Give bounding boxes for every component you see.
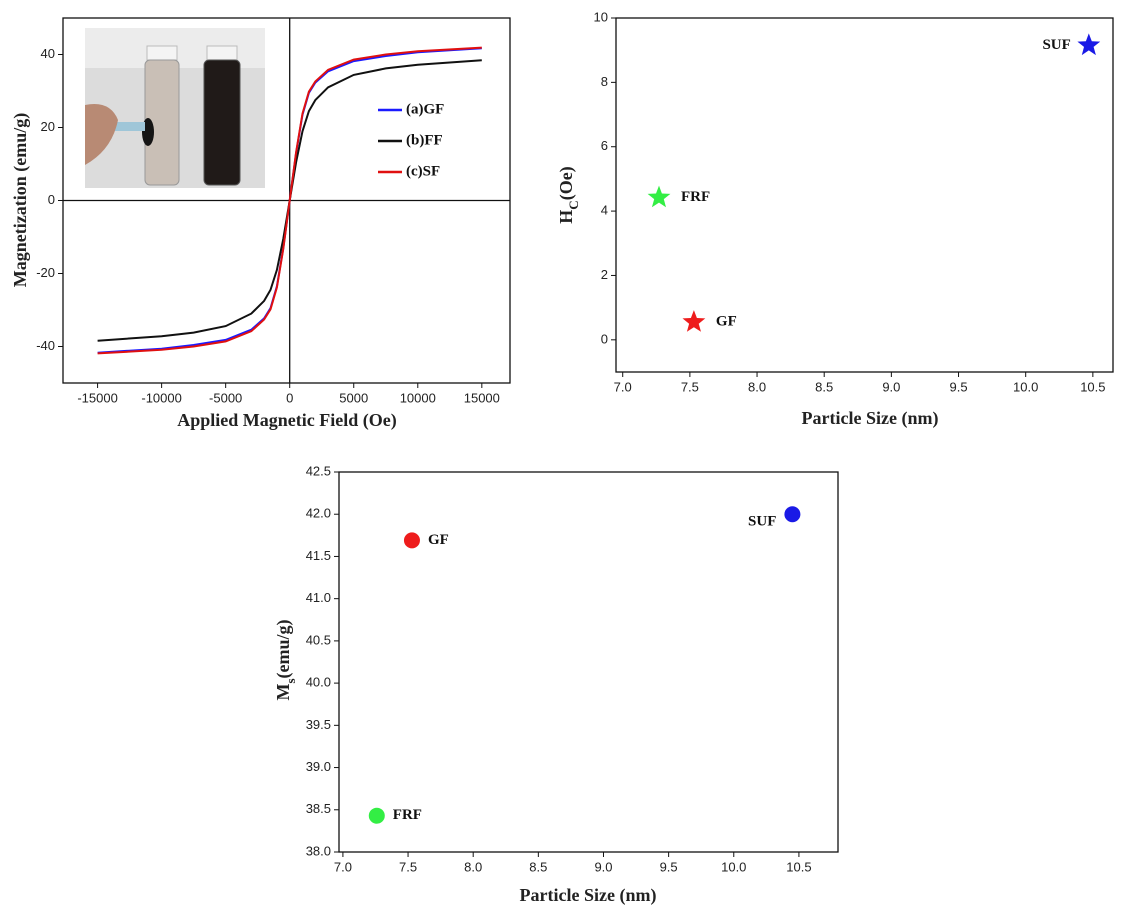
x-tick-label: 9.5: [660, 859, 678, 874]
chart: -15000 -10000 -5000 0 5000 10000 15000 -40 -20 0 2…: [10, 17, 511, 431]
point-label: FRF: [393, 807, 422, 823]
y-axis-label-part: s: [283, 678, 298, 683]
x-tick-label: 8.0: [464, 859, 482, 874]
y-tick-label: -20: [36, 265, 55, 280]
y-axis-label-part: H: [556, 210, 576, 224]
x-tick-label: 15000: [464, 390, 500, 405]
y-tick-label: 8: [601, 74, 608, 89]
x-axis-label: Particle Size (nm): [520, 885, 657, 906]
y-tick-label: 39.5: [306, 717, 331, 732]
y-tick-label: 2: [601, 267, 608, 282]
y-tick-label: 0: [601, 331, 608, 346]
y-tick-label: 40.0: [306, 675, 331, 690]
y-axis-label: HC(Oe): [556, 166, 581, 223]
vial-cap: [206, 45, 238, 61]
point: [682, 310, 706, 332]
x-tick-label: 10000: [400, 390, 436, 405]
x-tick-label: 5000: [339, 390, 368, 405]
chart: 7.0 7.5 8.0 8.5 9.0 9.5 10.0 10.5 0 2 4 6 8 10 Particl…: [556, 9, 1114, 429]
point: [368, 807, 385, 824]
y-tick-label: 10: [594, 9, 608, 24]
x-tick-label: 7.5: [399, 859, 417, 874]
vial-dark: [203, 59, 241, 186]
magnet: [100, 122, 145, 131]
point: [784, 506, 801, 523]
x-tick-label: -10000: [141, 390, 181, 405]
x-tick-label: -5000: [209, 390, 242, 405]
inset-photo: [85, 28, 265, 188]
legend-label: (b)FF: [406, 132, 443, 148]
point: [1077, 33, 1101, 56]
point-label: FRF: [681, 189, 710, 205]
y-axis-label-part: (Oe): [556, 166, 577, 200]
y-tick-label: 40: [41, 46, 55, 61]
x-tick-label: -15000: [77, 390, 117, 405]
y-tick-label: 41.5: [306, 548, 331, 563]
x-tick-label: 7.5: [681, 379, 699, 394]
y-tick-label: 4: [601, 203, 608, 218]
x-tick-label: 9.5: [949, 379, 967, 394]
x-tick-label: 10.5: [1080, 379, 1105, 394]
x-tick-label: 9.0: [882, 379, 900, 394]
x-tick-label: 8.0: [748, 379, 766, 394]
plot-frame: [338, 471, 839, 853]
y-tick-label: 38.0: [306, 843, 331, 858]
series-line: [97, 46, 482, 355]
x-tick-label: 0: [286, 390, 293, 405]
y-tick-label: 42.5: [306, 463, 331, 478]
y-axis-label-part: (emu/g): [273, 619, 294, 678]
y-tick-label: 0: [48, 192, 55, 207]
x-tick-label: 9.0: [594, 859, 612, 874]
vial-cap: [146, 45, 178, 61]
y-tick-label: 20: [41, 119, 55, 134]
point: [403, 532, 420, 549]
y-axis-label-part: M: [273, 684, 293, 701]
point-label: GF: [428, 532, 449, 548]
y-tick-label: 38.5: [306, 801, 331, 816]
x-tick-label: 8.5: [815, 379, 833, 394]
y-axis-label: Ms(emu/g): [273, 619, 298, 700]
y-axis-label-part: C: [566, 200, 581, 209]
point-label: SUF: [1042, 37, 1070, 53]
x-tick-label: 8.5: [529, 859, 547, 874]
chart: 7.0 7.5 8.0 8.5 9.0 9.5 10.0 10.5 38.0 38.5 39.0 39…: [273, 463, 839, 906]
y-tick-label: 42.0: [306, 506, 331, 521]
point: [647, 185, 671, 208]
y-tick-label: 40.5: [306, 632, 331, 647]
point-label: GF: [716, 314, 737, 330]
y-tick-label: 6: [601, 138, 608, 153]
legend-label: (c)SF: [406, 163, 440, 179]
point-label: SUF: [748, 514, 776, 530]
x-axis-label: Particle Size (nm): [802, 408, 939, 429]
y-tick-label: 39.0: [306, 759, 331, 774]
y-tick-label: 41.0: [306, 590, 331, 605]
x-tick-label: 10.0: [1013, 379, 1038, 394]
y-axis-label: Magnetization (emu/g): [10, 113, 31, 287]
x-axis-label: Applied Magnetic Field (Oe): [177, 410, 396, 431]
x-tick-label: 10.0: [721, 859, 746, 874]
x-tick-label: 10.5: [786, 859, 811, 874]
legend-label: (a)GF: [406, 101, 444, 117]
plot-frame: [615, 17, 1114, 373]
y-tick-label: -40: [36, 338, 55, 353]
x-tick-label: 7.0: [614, 379, 632, 394]
x-tick-label: 7.0: [334, 859, 352, 874]
hand: [85, 104, 118, 165]
